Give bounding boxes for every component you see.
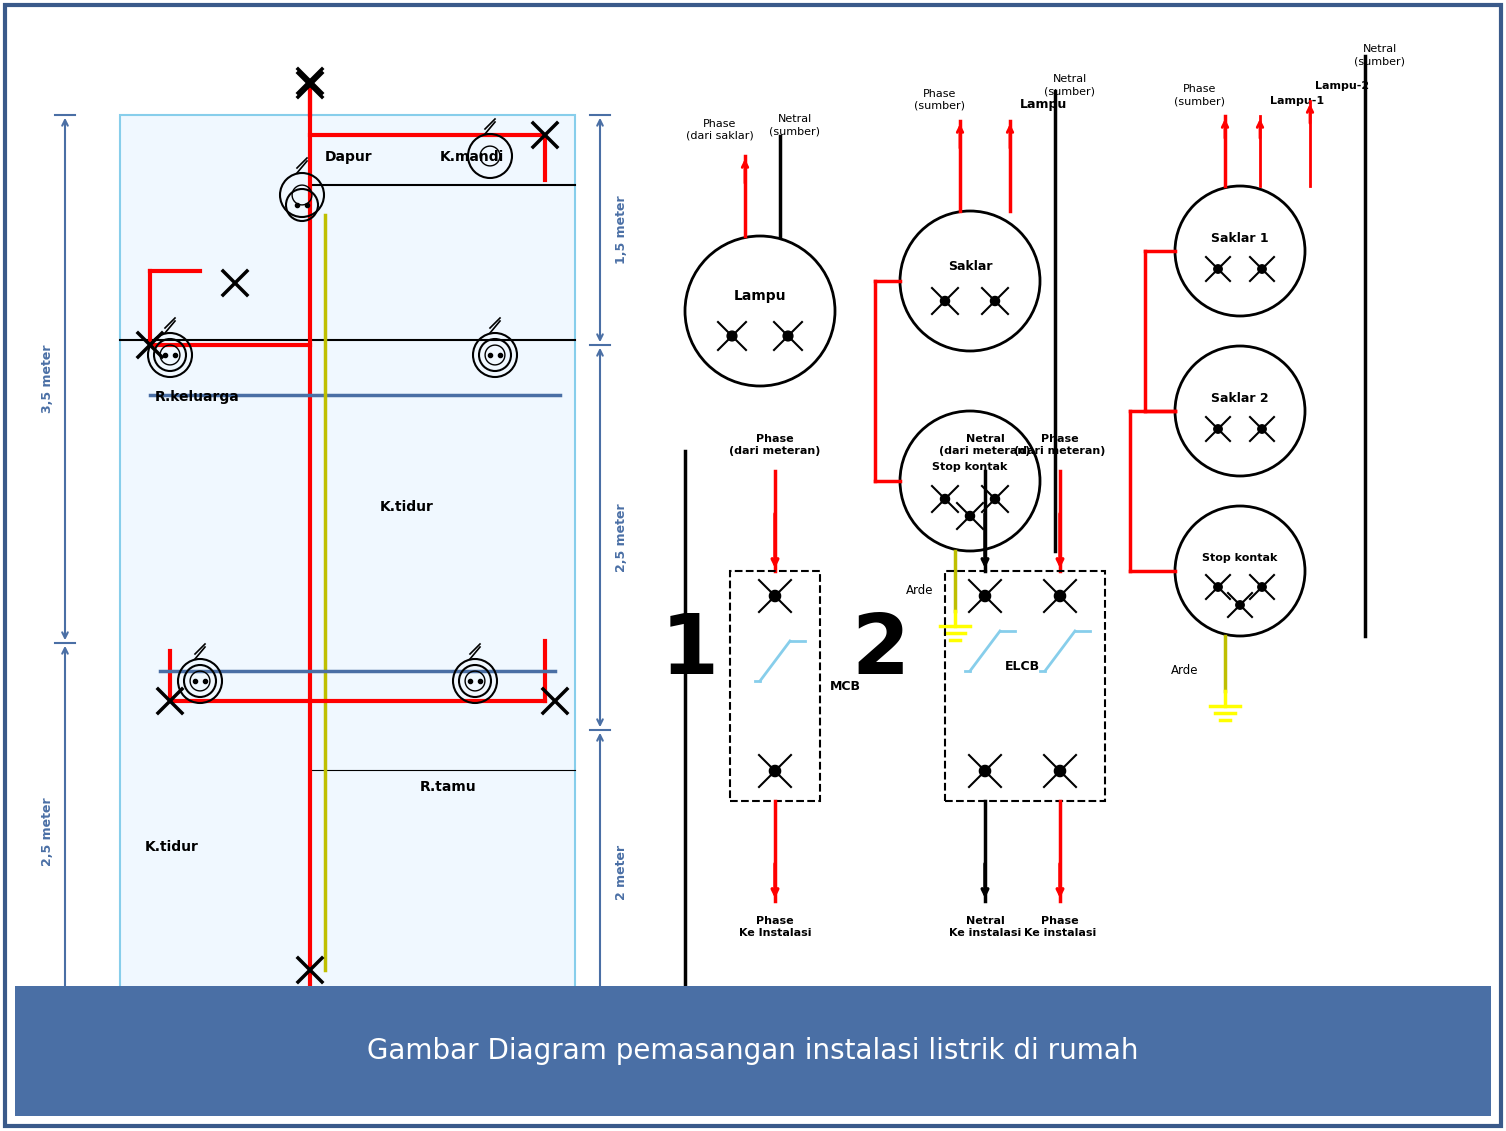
Text: 2: 2 xyxy=(851,611,910,691)
Text: Arde: Arde xyxy=(1172,665,1199,677)
Text: 3,5 meter: 3,5 meter xyxy=(408,1067,477,1079)
Text: Saklar: Saklar xyxy=(947,260,992,274)
Circle shape xyxy=(1054,590,1066,602)
Text: 2,5 meter: 2,5 meter xyxy=(41,797,54,866)
Circle shape xyxy=(770,590,780,602)
Circle shape xyxy=(1214,425,1223,433)
Text: R.tamu: R.tamu xyxy=(420,780,476,794)
Text: K.tidur: K.tidur xyxy=(145,840,199,854)
Text: Netral
Ke instalasi: Netral Ke instalasi xyxy=(949,916,1021,938)
Text: Saklar 2: Saklar 2 xyxy=(1211,391,1270,405)
Bar xyxy=(120,115,575,1020)
Text: Phase
Ke Instalasi: Phase Ke Instalasi xyxy=(739,916,812,938)
Text: K.tidur: K.tidur xyxy=(380,500,434,513)
Text: Phase
(dari saklar): Phase (dari saklar) xyxy=(687,120,755,141)
Text: Lampu-1: Lampu-1 xyxy=(1270,96,1324,106)
Circle shape xyxy=(979,590,991,602)
Circle shape xyxy=(940,494,950,503)
Text: Lampu-2: Lampu-2 xyxy=(1315,81,1369,90)
Text: ELCB: ELCB xyxy=(1005,659,1041,673)
Text: Lampu: Lampu xyxy=(1020,98,1068,111)
Text: 1,5 meter: 1,5 meter xyxy=(616,196,628,265)
Text: Netral dari meteran
menuju Instalasi: Netral dari meteran menuju Instalasi xyxy=(637,1016,733,1037)
Circle shape xyxy=(1236,601,1244,610)
Text: Arde: Arde xyxy=(907,585,934,597)
Text: 2,5 meter: 2,5 meter xyxy=(181,1067,250,1079)
Text: 3,5 meter: 3,5 meter xyxy=(41,345,54,413)
Circle shape xyxy=(1258,265,1267,274)
Bar xyxy=(730,571,819,801)
Text: Saklar 1: Saklar 1 xyxy=(1211,232,1270,244)
Circle shape xyxy=(783,331,792,340)
Text: 1: 1 xyxy=(661,611,718,691)
Text: 2 meter: 2 meter xyxy=(616,845,628,900)
Circle shape xyxy=(1258,425,1267,433)
Circle shape xyxy=(1214,265,1223,274)
Text: Phase
(sumber): Phase (sumber) xyxy=(914,89,965,111)
Bar xyxy=(15,986,1491,1116)
Text: MCB: MCB xyxy=(830,680,861,692)
Text: Phase
(dari meteran): Phase (dari meteran) xyxy=(729,434,821,456)
Text: Netral
(sumber): Netral (sumber) xyxy=(1354,44,1405,66)
Circle shape xyxy=(770,766,780,777)
Circle shape xyxy=(1054,766,1066,777)
Circle shape xyxy=(1258,582,1267,592)
Circle shape xyxy=(1214,582,1223,592)
Circle shape xyxy=(991,296,1000,305)
Text: Netral
(dari meteran): Netral (dari meteran) xyxy=(940,434,1030,456)
Circle shape xyxy=(979,766,991,777)
Circle shape xyxy=(940,296,950,305)
Bar xyxy=(944,571,1105,801)
Text: Phase
(sumber): Phase (sumber) xyxy=(1175,85,1226,106)
Text: Phase
Ke instalasi: Phase Ke instalasi xyxy=(1024,916,1096,938)
Text: Netral
(sumber): Netral (sumber) xyxy=(770,114,821,136)
Circle shape xyxy=(965,511,974,520)
Circle shape xyxy=(991,494,1000,503)
Text: Dapur: Dapur xyxy=(325,150,372,164)
Text: Phase
(dari meteran): Phase (dari meteran) xyxy=(1015,434,1105,456)
Text: K.mandi: K.mandi xyxy=(440,150,505,164)
Text: Gambar Diagram pemasangan instalasi listrik di rumah: Gambar Diagram pemasangan instalasi list… xyxy=(367,1037,1139,1065)
Circle shape xyxy=(727,331,736,340)
Text: R.keluarga: R.keluarga xyxy=(155,390,239,404)
Text: Stop kontak: Stop kontak xyxy=(932,461,1008,472)
Text: Stop kontak: Stop kontak xyxy=(1202,553,1277,563)
Text: Lampu: Lampu xyxy=(733,290,786,303)
Text: Netral
(sumber): Netral (sumber) xyxy=(1045,75,1095,96)
Text: 2,5 meter: 2,5 meter xyxy=(616,503,628,572)
